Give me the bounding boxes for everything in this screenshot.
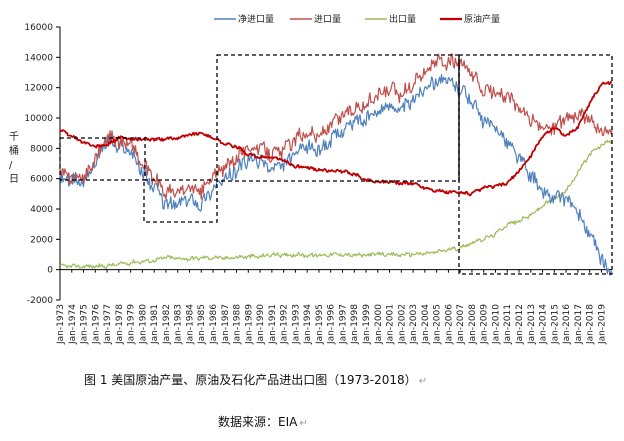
x-tick-label: Jan-1982 bbox=[162, 304, 172, 345]
x-tick-label: Jan-1995 bbox=[315, 304, 325, 345]
x-tick-label: Jan-2013 bbox=[527, 304, 537, 345]
x-tick-label: Jan-2005 bbox=[433, 304, 443, 345]
figure-caption: 图 1 美国原油产量、原油及石化产品进出口图（1973-2018） ↵ bbox=[84, 373, 428, 387]
y-tick-label: 6000 bbox=[30, 175, 53, 185]
x-tick-label: Jan-1988 bbox=[233, 304, 243, 345]
series-line bbox=[59, 74, 613, 276]
x-tick-label: Jan-2003 bbox=[409, 304, 419, 345]
legend-label: 净进口量 bbox=[238, 13, 274, 25]
legend-label: 原油产量 bbox=[464, 13, 500, 25]
x-tick-label: Jan-1994 bbox=[303, 304, 313, 345]
y-axis: -2000 0 2000 4000 6000 8000 10000 12000 14000 160… bbox=[24, 23, 61, 306]
x-tick-label: Jan-1983 bbox=[174, 304, 184, 345]
box-1973-1980 bbox=[59, 137, 146, 181]
legend: 净进口量 进口量 出口量 原油产量 bbox=[214, 13, 500, 25]
series-line bbox=[59, 53, 613, 200]
x-tick-label: Jan-1981 bbox=[150, 304, 160, 345]
x-tick-label: Jan-2018 bbox=[586, 304, 596, 345]
series-line bbox=[59, 139, 613, 269]
series-layer bbox=[59, 53, 613, 276]
box-2006-2019 bbox=[458, 54, 613, 275]
x-tick-label: Jan-1979 bbox=[127, 304, 137, 345]
x-tick-label: Jan-1999 bbox=[362, 304, 372, 345]
x-tick-label: Jan-1975 bbox=[80, 304, 90, 345]
y-tick-label: 4000 bbox=[30, 205, 53, 215]
x-tick-label: Jan-1984 bbox=[185, 304, 195, 345]
x-tick-label: Jan-2001 bbox=[386, 304, 396, 345]
y-tick-label: 12000 bbox=[24, 84, 53, 94]
x-tick-label: Jan-2012 bbox=[515, 304, 525, 345]
x-tick-label: Jan-2014 bbox=[539, 304, 549, 345]
x-tick-label: Jan-1993 bbox=[291, 304, 301, 345]
x-tick-label: Jan-2006 bbox=[444, 304, 454, 345]
x-tick-label: Jan-1974 bbox=[68, 304, 78, 345]
x-tick-label: Jan-1987 bbox=[221, 304, 231, 345]
x-tick-label: Jan-2010 bbox=[491, 304, 501, 345]
box-1980-1986 bbox=[143, 179, 218, 223]
y-tick-label: 10000 bbox=[24, 114, 53, 124]
x-tick-label: Jan-2007 bbox=[456, 304, 466, 345]
x-tick-label: Jan-2000 bbox=[374, 304, 384, 345]
x-tick-label: Jan-2002 bbox=[397, 304, 407, 345]
y-tick-label: 8000 bbox=[30, 144, 53, 154]
x-tick-label: Jan-2009 bbox=[480, 304, 490, 345]
x-tick-label: Jan-2019 bbox=[597, 304, 607, 345]
x-tick-label: Jan-2017 bbox=[574, 304, 584, 345]
x-tick-label: Jan-1990 bbox=[256, 304, 266, 345]
data-source: 数据来源：EIA ↵ bbox=[218, 415, 308, 429]
y-tick-label: 16000 bbox=[24, 23, 53, 33]
x-tick-label: Jan-1985 bbox=[197, 304, 207, 345]
x-tick-label: Jan-2015 bbox=[550, 304, 560, 345]
x-tick-label: Jan-1989 bbox=[244, 304, 254, 345]
x-tick-label: Jan-1976 bbox=[91, 304, 101, 345]
x-tick-label: Jan-1996 bbox=[327, 304, 337, 345]
x-tick-label: Jan-2004 bbox=[421, 304, 431, 345]
series-line bbox=[59, 80, 613, 197]
x-tick-label: Jan-1997 bbox=[338, 304, 348, 345]
chart: 净进口量 进口量 出口量 原油产量 千桶/日 -2000 0 2000 4000 6000 80… bbox=[9, 13, 613, 345]
x-tick-label: Jan-1973 bbox=[56, 304, 66, 345]
x-tick-label: Jan-1998 bbox=[350, 304, 360, 345]
y-tick-label: 14000 bbox=[24, 53, 53, 63]
annotation-boxes bbox=[59, 54, 613, 275]
x-tick-label: Jan-1986 bbox=[209, 304, 219, 345]
x-tick-label: Jan-2011 bbox=[503, 304, 513, 345]
y-tick-label: 2000 bbox=[30, 235, 53, 245]
x-tick-label: Jan-1977 bbox=[103, 304, 113, 345]
x-tick-label: Jan-1991 bbox=[268, 304, 278, 345]
legend-label: 出口量 bbox=[389, 13, 416, 25]
x-tick-label: Jan-1992 bbox=[280, 304, 290, 345]
y-tick-label: -2000 bbox=[27, 296, 53, 306]
x-tick-label: Jan-1978 bbox=[115, 304, 125, 345]
x-axis: Jan-1973 Jan-1974 Jan-1975 Jan-1976 Jan-1977… bbox=[56, 269, 612, 345]
y-tick-label: 0 bbox=[47, 266, 53, 276]
y-axis-label: 千桶/日 bbox=[9, 131, 19, 185]
x-tick-label: Jan-2016 bbox=[562, 304, 572, 345]
x-tick-label: Jan-1980 bbox=[138, 304, 148, 345]
legend-label: 进口量 bbox=[314, 14, 341, 25]
x-tick-label: Jan-2008 bbox=[468, 304, 478, 345]
